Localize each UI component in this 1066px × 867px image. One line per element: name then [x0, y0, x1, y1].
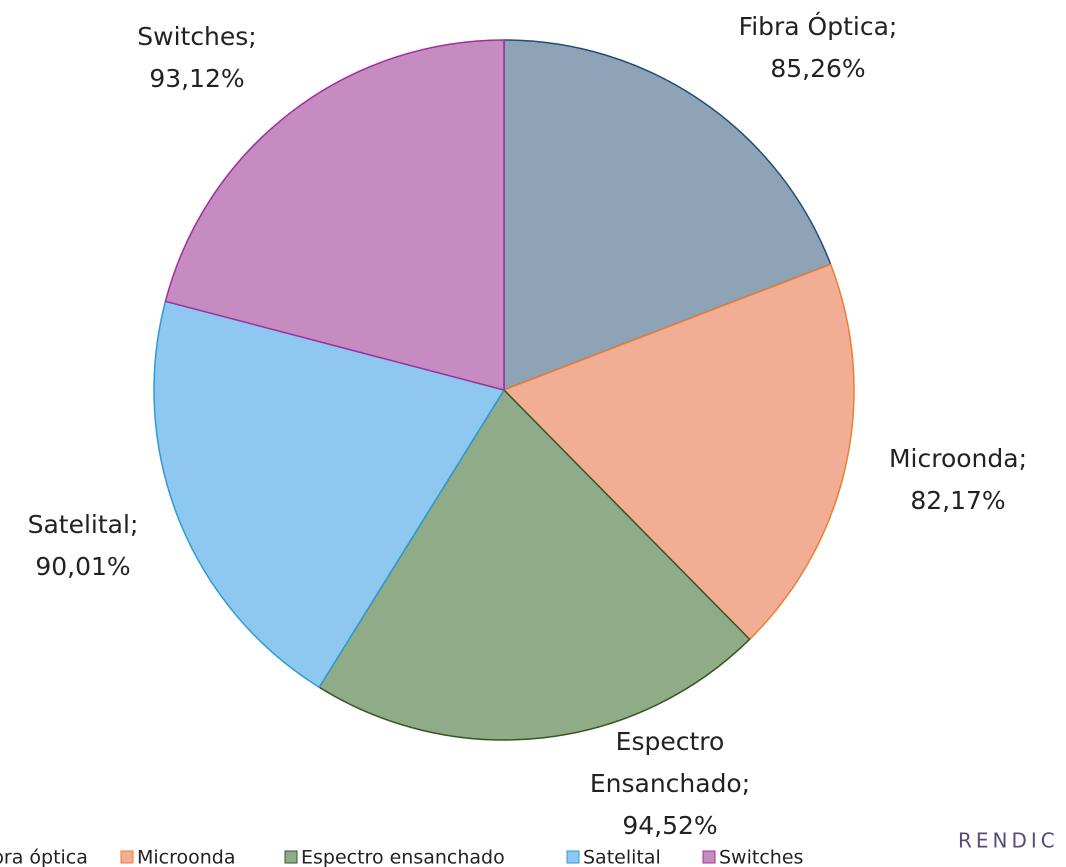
data-label-name: Fibra Óptica;	[739, 11, 898, 41]
legend-swatch	[566, 850, 580, 864]
watermark: RENDIC	[958, 829, 1059, 853]
data-label-value: 82,17%	[910, 486, 1005, 515]
data-label-value: 85,26%	[770, 54, 865, 83]
pie-slice	[503, 39, 832, 392]
legend-label: Microonda	[137, 847, 236, 867]
legend-label: Espectro ensanchado	[301, 847, 505, 867]
pie-slice	[164, 39, 505, 391]
legend-label: Fibra óptica	[0, 847, 88, 867]
data-label-name: Ensanchado;	[590, 769, 750, 798]
data-label-name: Switches;	[137, 22, 256, 51]
data-label-name: Satelital;	[28, 510, 139, 539]
legend-swatch	[120, 850, 134, 864]
pie-slice	[318, 388, 751, 741]
data-label-value: 94,52%	[622, 811, 717, 840]
legend-swatch	[284, 850, 298, 864]
pie-slice	[502, 263, 855, 641]
pie-slice	[153, 300, 506, 689]
data-label-value: 93,12%	[149, 64, 244, 93]
legend-swatch	[702, 850, 716, 864]
data-label-value: 90,01%	[35, 552, 130, 581]
data-label-name: Microonda;	[889, 444, 1027, 473]
data-label-name: Espectro	[616, 727, 725, 756]
legend-label: Switches	[719, 847, 803, 867]
legend-label: Satelital	[583, 847, 661, 867]
